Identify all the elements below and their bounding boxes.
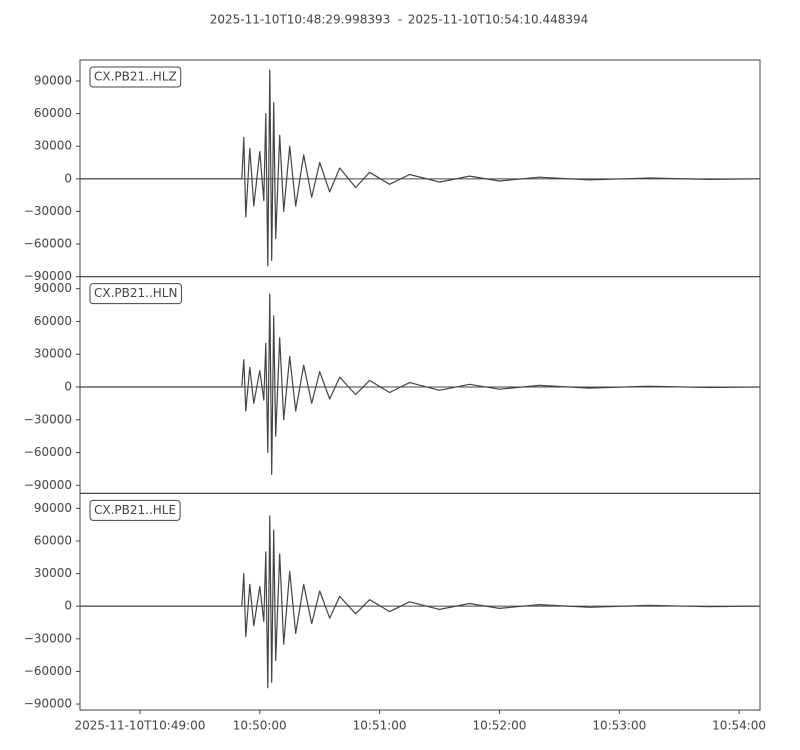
title-start: 2025-11-10T10:48:29.998393 [210,13,391,27]
x-tick-label: 10:53:00 [592,719,646,733]
y-tick-label: 60000 [34,314,72,328]
y-tick-label: −90000 [24,269,72,283]
y-tick-label: −30000 [24,204,72,218]
x-tick-label: 2025-11-10T10:49:00 [74,719,205,733]
y-tick-label: 30000 [34,139,72,153]
y-tick-label: −90000 [24,478,72,492]
x-tick-label: 10:50:00 [233,719,287,733]
panel-frame [79,59,761,278]
y-tick-label: 0 [64,379,72,393]
y-tick-label: 30000 [34,347,72,361]
title-end: 2025-11-10T10:54:10.448394 [408,13,589,27]
y-tick-label: −90000 [24,697,72,711]
trace-label-box [89,283,182,305]
trace-label-box [89,66,182,88]
x-tick-label: 10:51:00 [353,719,407,733]
y-tick-label: −60000 [24,445,72,459]
x-tick-label: 10:52:00 [472,719,526,733]
waveform [80,515,760,689]
y-tick-label: 0 [64,171,72,185]
y-tick-label: 90000 [34,501,72,515]
waveform [80,69,760,267]
title-separator: - [398,13,402,27]
y-tick-label: 60000 [34,106,72,120]
trace-label-box [89,499,181,521]
waveform [80,293,760,475]
y-tick-label: −60000 [24,237,72,251]
y-tick-label: 90000 [34,73,72,87]
y-tick-label: 60000 [34,533,72,547]
y-tick-label: −30000 [24,631,72,645]
x-tick-label: 10:54:00 [712,719,766,733]
trace-label: CX.PB21..HLE [94,503,176,517]
y-tick-label: 30000 [34,566,72,580]
trace-label: CX.PB21..HLN [94,286,177,300]
y-tick-label: −60000 [24,664,72,678]
trace-label: CX.PB21..HLZ [94,70,177,84]
y-tick-label: 0 [64,599,72,613]
y-tick-label: 90000 [34,281,72,295]
panel-frame [79,492,761,711]
y-tick-label: −30000 [24,412,72,426]
